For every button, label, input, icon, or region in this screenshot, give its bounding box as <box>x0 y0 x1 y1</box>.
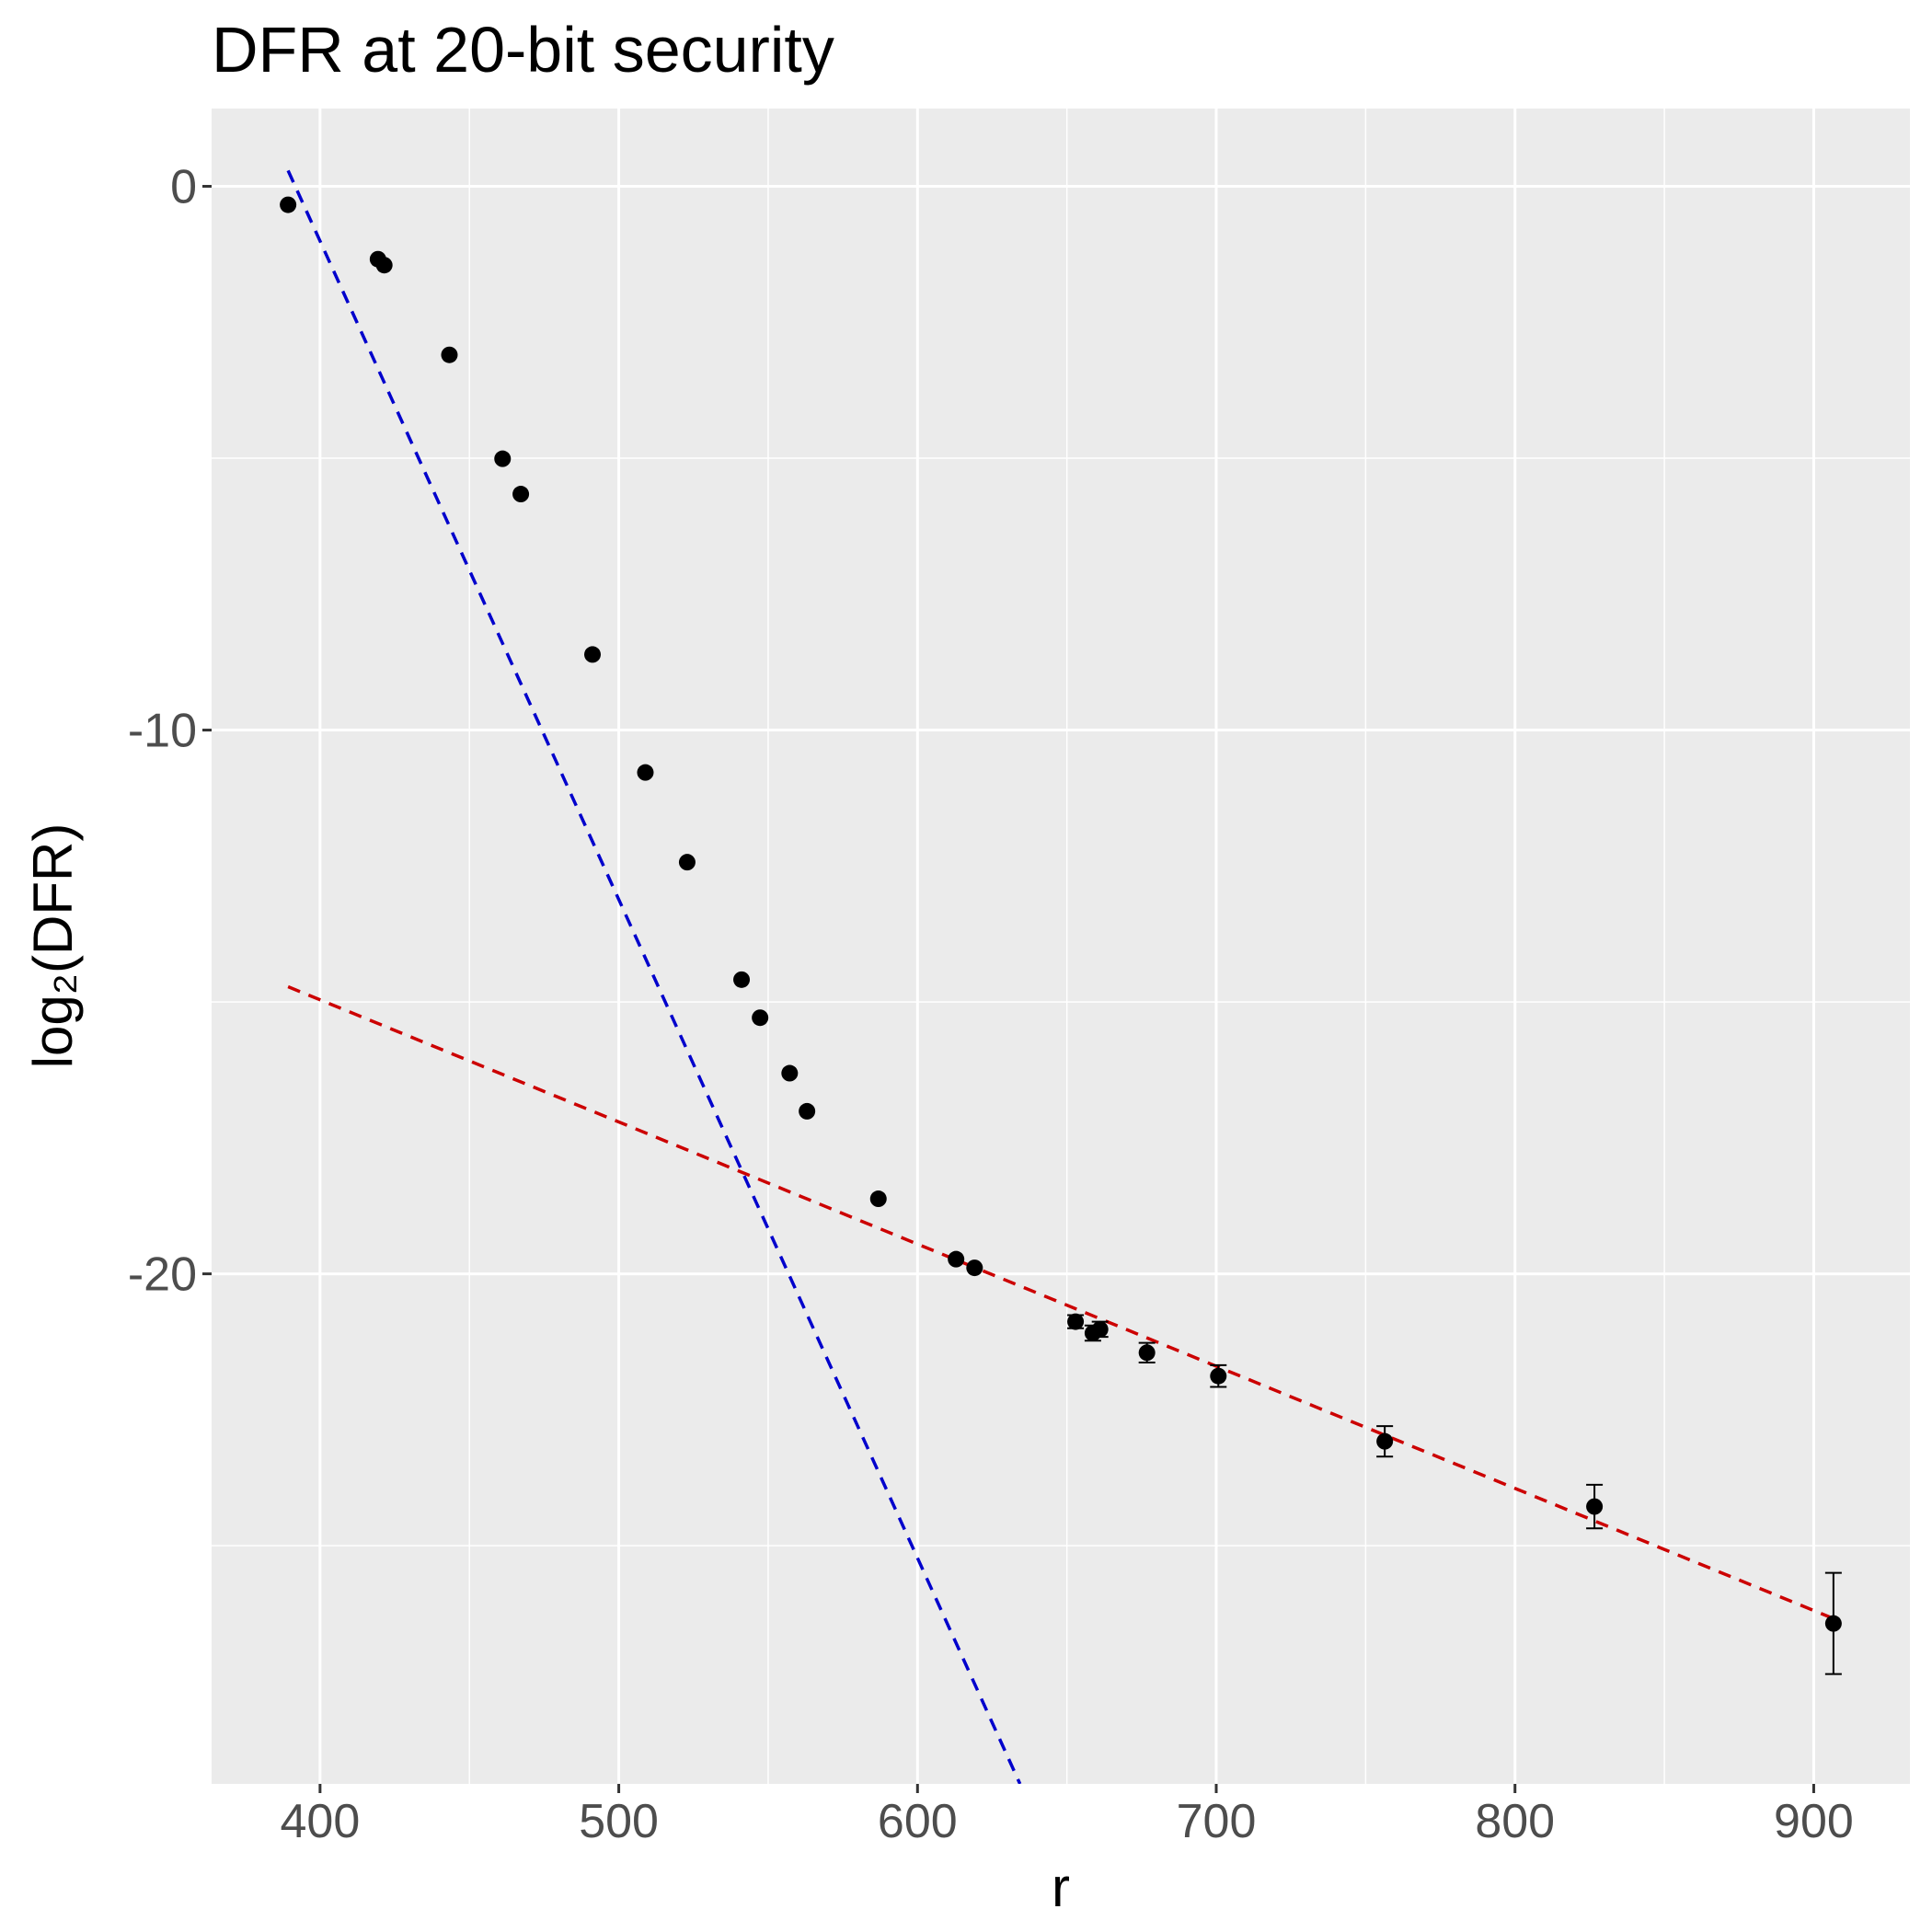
point <box>441 346 458 363</box>
point <box>1210 1367 1227 1385</box>
point <box>1138 1344 1156 1362</box>
point <box>948 1250 965 1268</box>
point <box>966 1259 983 1277</box>
x-tick-label: 400 <box>280 1795 360 1848</box>
point <box>799 1102 816 1120</box>
point <box>584 646 602 663</box>
point <box>494 450 512 467</box>
fit-line <box>287 984 1834 1620</box>
point <box>1824 1615 1842 1632</box>
point <box>869 1190 887 1208</box>
x-tick-label: 900 <box>1774 1795 1854 1848</box>
point <box>1376 1432 1394 1450</box>
x-tick-label: 500 <box>579 1795 659 1848</box>
fit-line <box>286 169 1022 1784</box>
x-tick-label: 700 <box>1177 1795 1257 1848</box>
plot-panel <box>212 109 1910 1784</box>
point <box>280 196 297 213</box>
point <box>752 1009 769 1027</box>
x-tick-label: 600 <box>878 1795 958 1848</box>
y-tick-label: -20 <box>128 1248 197 1302</box>
point <box>375 257 393 274</box>
axes: 400 500 600 700 800 900 0 -10 -20 <box>128 161 1854 1848</box>
point <box>781 1064 799 1082</box>
y-tick-label: -10 <box>128 705 197 758</box>
chart-title: DFR at 20-bit security <box>212 14 834 86</box>
y-axis-title: log₂(DFR) <box>22 823 84 1069</box>
x-axis-title: r <box>1052 1857 1070 1918</box>
marks <box>280 169 1842 1784</box>
point <box>733 971 751 988</box>
y-tick-label: 0 <box>170 161 197 214</box>
x-tick-label: 800 <box>1475 1795 1555 1848</box>
point <box>1067 1313 1085 1330</box>
point <box>1091 1320 1109 1338</box>
point <box>637 764 654 781</box>
point <box>1586 1498 1604 1515</box>
point <box>512 486 530 503</box>
point <box>678 854 696 871</box>
